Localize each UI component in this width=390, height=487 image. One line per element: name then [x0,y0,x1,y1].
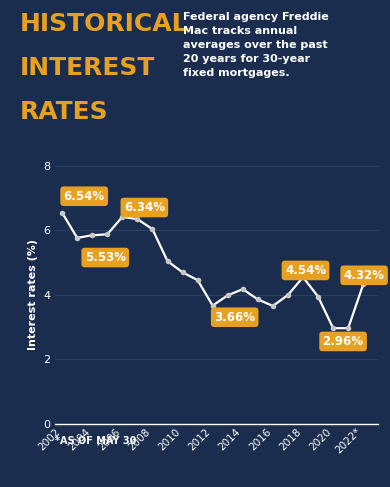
Point [270,302,276,310]
Point [179,268,186,276]
Point [119,213,126,221]
Text: 2.96%: 2.96% [323,335,363,348]
Point [104,230,110,238]
Text: HISTORICAL: HISTORICAL [20,12,188,36]
Point [330,324,336,332]
Point [149,225,156,233]
Y-axis label: Interest rates (%): Interest rates (%) [28,239,38,350]
Point [300,273,306,281]
Point [225,291,231,299]
Text: 5.53%: 5.53% [85,251,126,264]
Text: *AS OF MAY 30: *AS OF MAY 30 [55,436,136,446]
Text: INTEREST: INTEREST [20,56,155,80]
Text: Federal agency Freddie
Mac tracks annual
averages over the past
20 years for 30-: Federal agency Freddie Mac tracks annual… [183,12,329,78]
Text: 6.34%: 6.34% [124,201,165,214]
Point [165,257,171,265]
Point [285,291,291,299]
Point [59,209,65,217]
Point [240,285,246,293]
Point [360,281,366,288]
Text: 3.66%: 3.66% [214,311,255,324]
Point [134,215,140,223]
Point [195,276,201,284]
Point [255,296,261,303]
Text: 4.32%: 4.32% [344,269,385,282]
Point [74,234,80,242]
Point [209,302,216,310]
Text: RATES: RATES [20,100,108,124]
Point [345,324,351,332]
Point [89,231,96,239]
Text: 6.54%: 6.54% [64,190,105,203]
Text: 4.54%: 4.54% [285,264,326,277]
Point [315,293,321,300]
